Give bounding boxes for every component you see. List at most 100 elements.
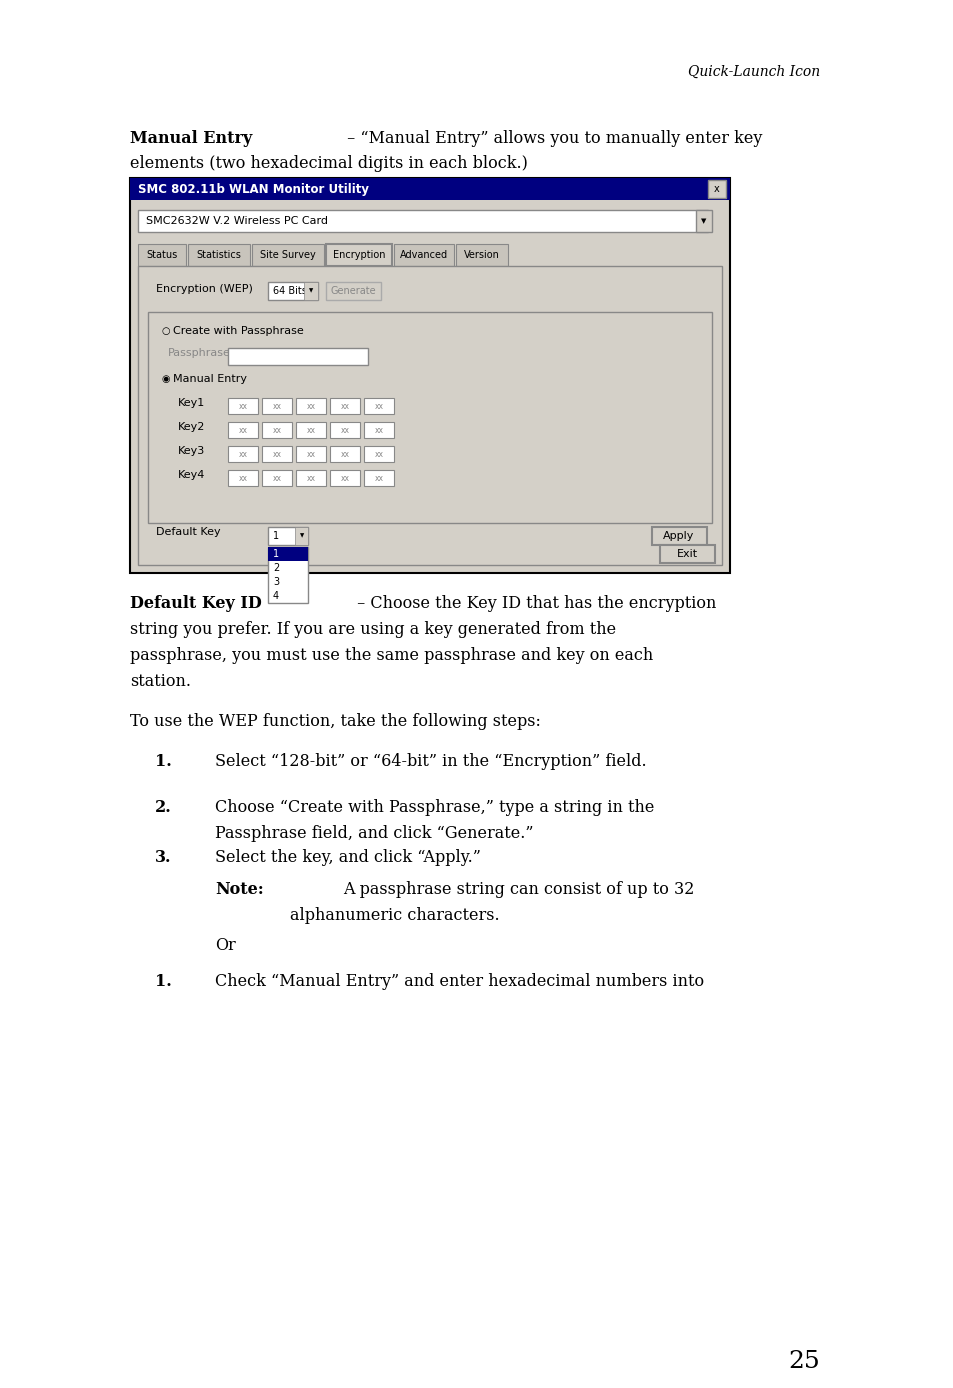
Text: xx: xx [238, 426, 247, 434]
Text: 2.: 2. [154, 799, 172, 816]
Bar [268, 547, 308, 602]
Text: 3: 3 [273, 577, 279, 587]
Text: Check “Manual Entry” and enter hexadecimal numbers into: Check “Manual Entry” and enter hexadecim… [214, 973, 703, 990]
Text: xx: xx [340, 473, 349, 483]
Text: xx: xx [238, 401, 247, 411]
Bar [295, 471, 326, 486]
Text: To use the WEP function, take the following steps:: To use the WEP function, take the follow… [130, 713, 540, 730]
Text: xx: xx [306, 473, 315, 483]
Bar [304, 282, 317, 300]
Text: Select “128-bit” or “64-bit” in the “Encryption” field.: Select “128-bit” or “64-bit” in the “Enc… [214, 754, 646, 770]
Text: Status: Status [146, 250, 177, 260]
Bar [707, 180, 725, 198]
Text: Passphrase field, and click “Generate.”: Passphrase field, and click “Generate.” [214, 824, 533, 843]
Text: Quick-Launch Icon: Quick-Launch Icon [687, 65, 820, 79]
Bar [364, 422, 394, 439]
Bar [228, 422, 257, 439]
Bar [456, 244, 507, 266]
Text: Key1: Key1 [178, 398, 205, 408]
Bar [330, 398, 359, 414]
Text: xx: xx [273, 401, 281, 411]
Text: string you prefer. If you are using a key generated from the: string you prefer. If you are using a ke… [130, 620, 616, 638]
Text: Select the key, and click “Apply.”: Select the key, and click “Apply.” [214, 849, 480, 866]
Text: 1: 1 [273, 550, 279, 559]
Text: xx: xx [273, 450, 281, 458]
Bar [326, 282, 380, 300]
Bar [262, 398, 292, 414]
Text: A passphrase string can consist of up to 32: A passphrase string can consist of up to… [342, 881, 693, 898]
Text: ▼: ▼ [309, 289, 313, 293]
Text: xx: xx [238, 450, 247, 458]
Bar [130, 178, 729, 573]
Text: Encryption: Encryption [333, 250, 385, 260]
Text: ◉: ◉ [162, 373, 171, 384]
Bar [295, 446, 326, 462]
Bar [262, 422, 292, 439]
Text: elements (two hexadecimal digits in each block.): elements (two hexadecimal digits in each… [130, 155, 527, 172]
Text: Or: Or [214, 937, 235, 954]
Text: xx: xx [340, 401, 349, 411]
Bar [364, 446, 394, 462]
Text: Manual Entry: Manual Entry [172, 373, 247, 384]
Text: Site Survey: Site Survey [260, 250, 315, 260]
Text: xx: xx [306, 426, 315, 434]
Text: Apply: Apply [662, 532, 694, 541]
Bar [364, 471, 394, 486]
Text: xx: xx [375, 473, 383, 483]
Bar [659, 545, 714, 564]
Text: Manual Entry: Manual Entry [130, 130, 252, 147]
Bar [148, 312, 711, 523]
Bar [138, 244, 186, 266]
Text: ○: ○ [162, 326, 171, 336]
Bar [326, 244, 392, 266]
Text: – “Manual Entry” allows you to manually enter key: – “Manual Entry” allows you to manually … [342, 130, 761, 147]
Text: – Choose the Key ID that has the encryption: – Choose the Key ID that has the encrypt… [352, 595, 716, 612]
Bar [651, 527, 706, 545]
Text: ▼: ▼ [700, 218, 706, 223]
Text: alphanumeric characters.: alphanumeric characters. [290, 906, 499, 924]
Text: xx: xx [273, 473, 281, 483]
Bar [262, 471, 292, 486]
Bar [295, 422, 326, 439]
Text: Version: Version [463, 250, 499, 260]
Bar [696, 210, 711, 232]
Text: Statistics: Statistics [196, 250, 241, 260]
Text: 25: 25 [787, 1351, 820, 1373]
Bar [330, 471, 359, 486]
Bar [228, 471, 257, 486]
Text: Encryption (WEP): Encryption (WEP) [156, 285, 253, 294]
Text: Key4: Key4 [178, 471, 205, 480]
Text: SMC2632W V.2 Wireless PC Card: SMC2632W V.2 Wireless PC Card [146, 217, 328, 226]
Text: passphrase, you must use the same passphrase and key on each: passphrase, you must use the same passph… [130, 647, 653, 663]
Bar [228, 446, 257, 462]
Text: Generate: Generate [330, 286, 375, 296]
Bar [252, 244, 324, 266]
Bar [228, 348, 368, 365]
Bar [138, 210, 707, 232]
Bar [130, 178, 729, 200]
Text: Key2: Key2 [178, 422, 205, 432]
Bar [268, 547, 308, 561]
Bar [294, 527, 308, 545]
Bar [188, 244, 250, 266]
Text: 1.: 1. [154, 754, 172, 770]
Text: 2: 2 [273, 564, 279, 573]
Text: xx: xx [375, 450, 383, 458]
Text: Passphrase: Passphrase [168, 348, 231, 358]
Text: xx: xx [340, 450, 349, 458]
Text: Advanced: Advanced [399, 250, 448, 260]
Bar [268, 282, 317, 300]
Text: Create with Passphrase: Create with Passphrase [172, 326, 303, 336]
Text: Note:: Note: [214, 881, 263, 898]
Bar [330, 422, 359, 439]
Bar [262, 446, 292, 462]
Text: xx: xx [238, 473, 247, 483]
Text: Default Key: Default Key [156, 527, 220, 537]
Text: xx: xx [375, 426, 383, 434]
Text: xx: xx [340, 426, 349, 434]
Text: x: x [714, 185, 720, 194]
Text: ▼: ▼ [299, 533, 304, 539]
Text: SMC 802.11b WLAN Monitor Utility: SMC 802.11b WLAN Monitor Utility [138, 182, 369, 196]
Text: xx: xx [273, 426, 281, 434]
Text: xx: xx [375, 401, 383, 411]
